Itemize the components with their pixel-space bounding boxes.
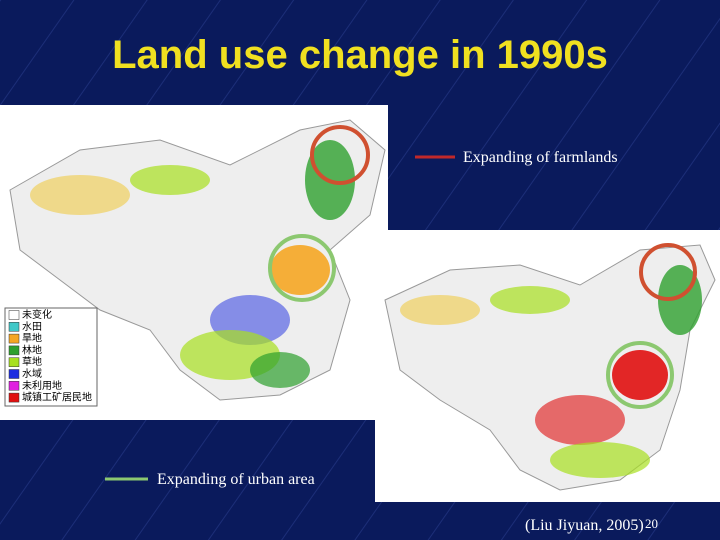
legend-label: 水域 bbox=[22, 367, 42, 380]
map-2000 bbox=[375, 230, 720, 502]
legend-swatch bbox=[8, 392, 20, 403]
legend-swatch bbox=[8, 310, 20, 320]
annotation-label: Expanding of farmlands bbox=[463, 149, 618, 166]
legend-swatch bbox=[8, 322, 20, 332]
legend-swatch bbox=[8, 357, 20, 367]
legend-label: 水田 bbox=[22, 321, 42, 333]
slide-title: Land use change in 1990s bbox=[112, 33, 608, 77]
legend-swatch bbox=[8, 345, 20, 356]
legend bbox=[4, 307, 98, 407]
page-number: 20 bbox=[645, 516, 658, 531]
legend-label: 未利用地 bbox=[22, 379, 62, 392]
legend-label: 城镇工矿居民地 bbox=[22, 391, 92, 404]
legend-label: 旱地 bbox=[22, 332, 42, 345]
legend-label: 草地 bbox=[22, 355, 42, 368]
legend-swatch bbox=[8, 381, 20, 391]
legend-swatch bbox=[8, 333, 20, 344]
legend-swatch bbox=[8, 369, 20, 379]
annotation-label: Expanding of urban area bbox=[157, 471, 315, 488]
legend-label: 林地 bbox=[22, 343, 42, 356]
citation: (Liu Jiyuan, 2005) bbox=[525, 517, 644, 534]
legend-label: 未变化 bbox=[22, 308, 52, 321]
